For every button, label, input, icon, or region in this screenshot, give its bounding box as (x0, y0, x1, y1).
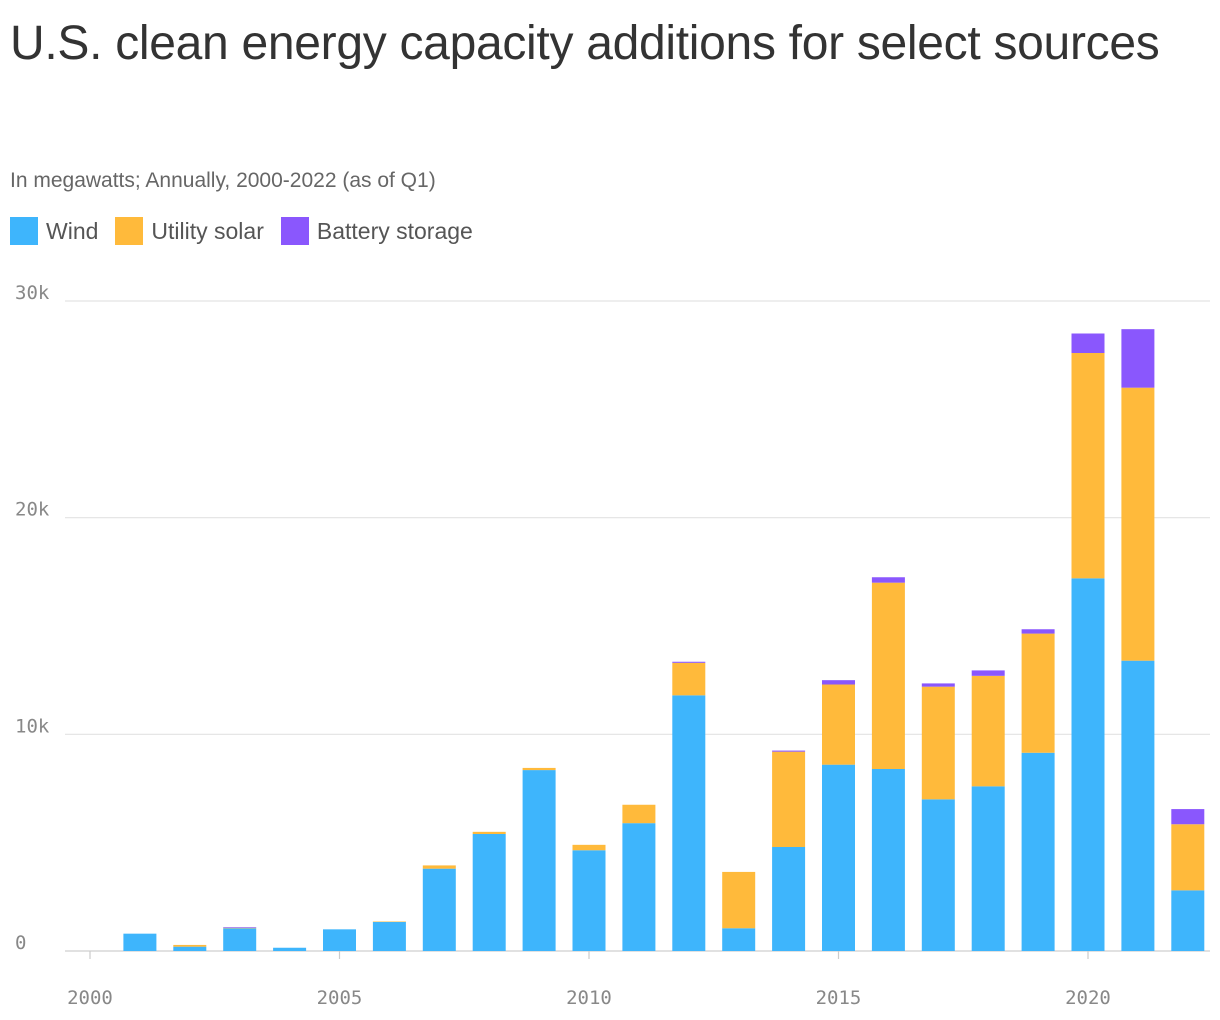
bar-wind-2017 (921, 799, 955, 951)
x-tick-label-4: 2020 (1065, 987, 1111, 1009)
y-tick-label-2: 20k (15, 499, 50, 521)
bar-wind-2001 (123, 933, 157, 951)
bar-battery-storage-2022 (1171, 809, 1205, 825)
bar-wind-2011 (622, 823, 656, 951)
bar-wind-2014 (772, 847, 806, 951)
x-tick-label-1: 2005 (317, 987, 363, 1009)
bar-wind-2004 (273, 947, 307, 951)
bar-utility-solar-2017 (921, 686, 955, 800)
legend-item-wind: Wind (10, 217, 98, 245)
x-tick-label-3: 2015 (816, 987, 862, 1009)
bar-battery-storage-2003 (223, 927, 257, 928)
bar-wind-2013 (722, 928, 756, 951)
legend-item-battery-storage: Battery storage (280, 217, 473, 245)
legend-swatch-battery-storage (280, 217, 309, 245)
y-tick-label-1: 10k (15, 715, 50, 737)
bar-wind-2021 (1121, 660, 1155, 951)
bar-wind-2016 (871, 769, 905, 951)
bar-utility-solar-2014 (772, 751, 806, 847)
bar-utility-solar-2010 (572, 844, 606, 851)
bar-battery-storage-2015 (822, 680, 855, 685)
bar-utility-solar-2003 (223, 927, 257, 929)
bar-utility-solar-2018 (971, 675, 1005, 787)
bar-utility-solar-2012 (672, 662, 706, 696)
bar-wind-2008 (472, 834, 506, 951)
bar-battery-storage-2012 (672, 661, 706, 663)
bar-battery-storage-2021 (1121, 329, 1155, 388)
bars (123, 329, 1205, 951)
bar-utility-solar-2008 (472, 831, 506, 834)
bar-wind-2002 (173, 946, 207, 951)
bar-utility-solar-2002 (173, 944, 207, 947)
bar-wind-2012 (672, 695, 706, 951)
chart-title: U.S. clean energy capacity additions for… (10, 17, 1160, 70)
bar-utility-solar-2021 (1121, 387, 1155, 661)
chart-subtitle: In megawatts; Annually, 2000-2022 (as of… (10, 169, 436, 192)
bar-battery-storage-2016 (871, 577, 905, 583)
bar-wind-2003 (223, 928, 257, 951)
axes: 0 10k 20k 30k 2000 2005 2010 2015 2020 (15, 282, 1111, 1009)
bar-wind-2005 (323, 929, 356, 951)
bar-utility-solar-2022 (1171, 824, 1205, 891)
bar-wind-2009 (522, 770, 556, 951)
bar-utility-solar-2011 (622, 804, 656, 824)
x-tick-label-0: 2000 (67, 987, 113, 1009)
bar-battery-storage-2020 (1071, 333, 1105, 353)
y-tick-label-0: 0 (15, 932, 26, 954)
bar-utility-solar-2015 (822, 684, 855, 765)
bar-wind-2020 (1071, 578, 1105, 951)
bar-utility-solar-2019 (1021, 633, 1055, 753)
bar-battery-storage-2018 (971, 670, 1005, 676)
bar-wind-2006 (372, 921, 406, 951)
bar-utility-solar-2016 (871, 582, 905, 769)
bar-utility-solar-2020 (1071, 353, 1105, 579)
bar-wind-2019 (1021, 752, 1055, 951)
bar-wind-2018 (971, 786, 1005, 951)
bar-wind-2022 (1171, 890, 1205, 951)
bar-utility-solar-2006 (372, 921, 406, 923)
bar-battery-storage-2019 (1021, 629, 1055, 634)
legend: Wind Utility solar Battery storage (10, 217, 490, 245)
bar-utility-solar-2007 (422, 865, 456, 869)
bar-wind-2007 (422, 868, 456, 951)
legend-item-utility-solar: Utility solar (115, 217, 264, 245)
legend-label-utility-solar: Utility solar (151, 217, 264, 244)
legend-swatch-utility-solar (115, 217, 144, 245)
y-tick-label-3: 30k (15, 282, 50, 304)
bar-utility-solar-2009 (522, 767, 556, 771)
legend-label-wind: Wind (46, 217, 99, 244)
legend-swatch-wind (10, 217, 38, 245)
x-tick-label-2: 2010 (566, 987, 612, 1009)
bar-battery-storage-2017 (921, 683, 955, 687)
bar-wind-2010 (572, 850, 606, 951)
bar-wind-2015 (822, 764, 855, 951)
bar-utility-solar-2013 (722, 871, 756, 929)
legend-label-battery-storage: Battery storage (316, 217, 473, 244)
bar-battery-storage-2014 (772, 750, 806, 752)
